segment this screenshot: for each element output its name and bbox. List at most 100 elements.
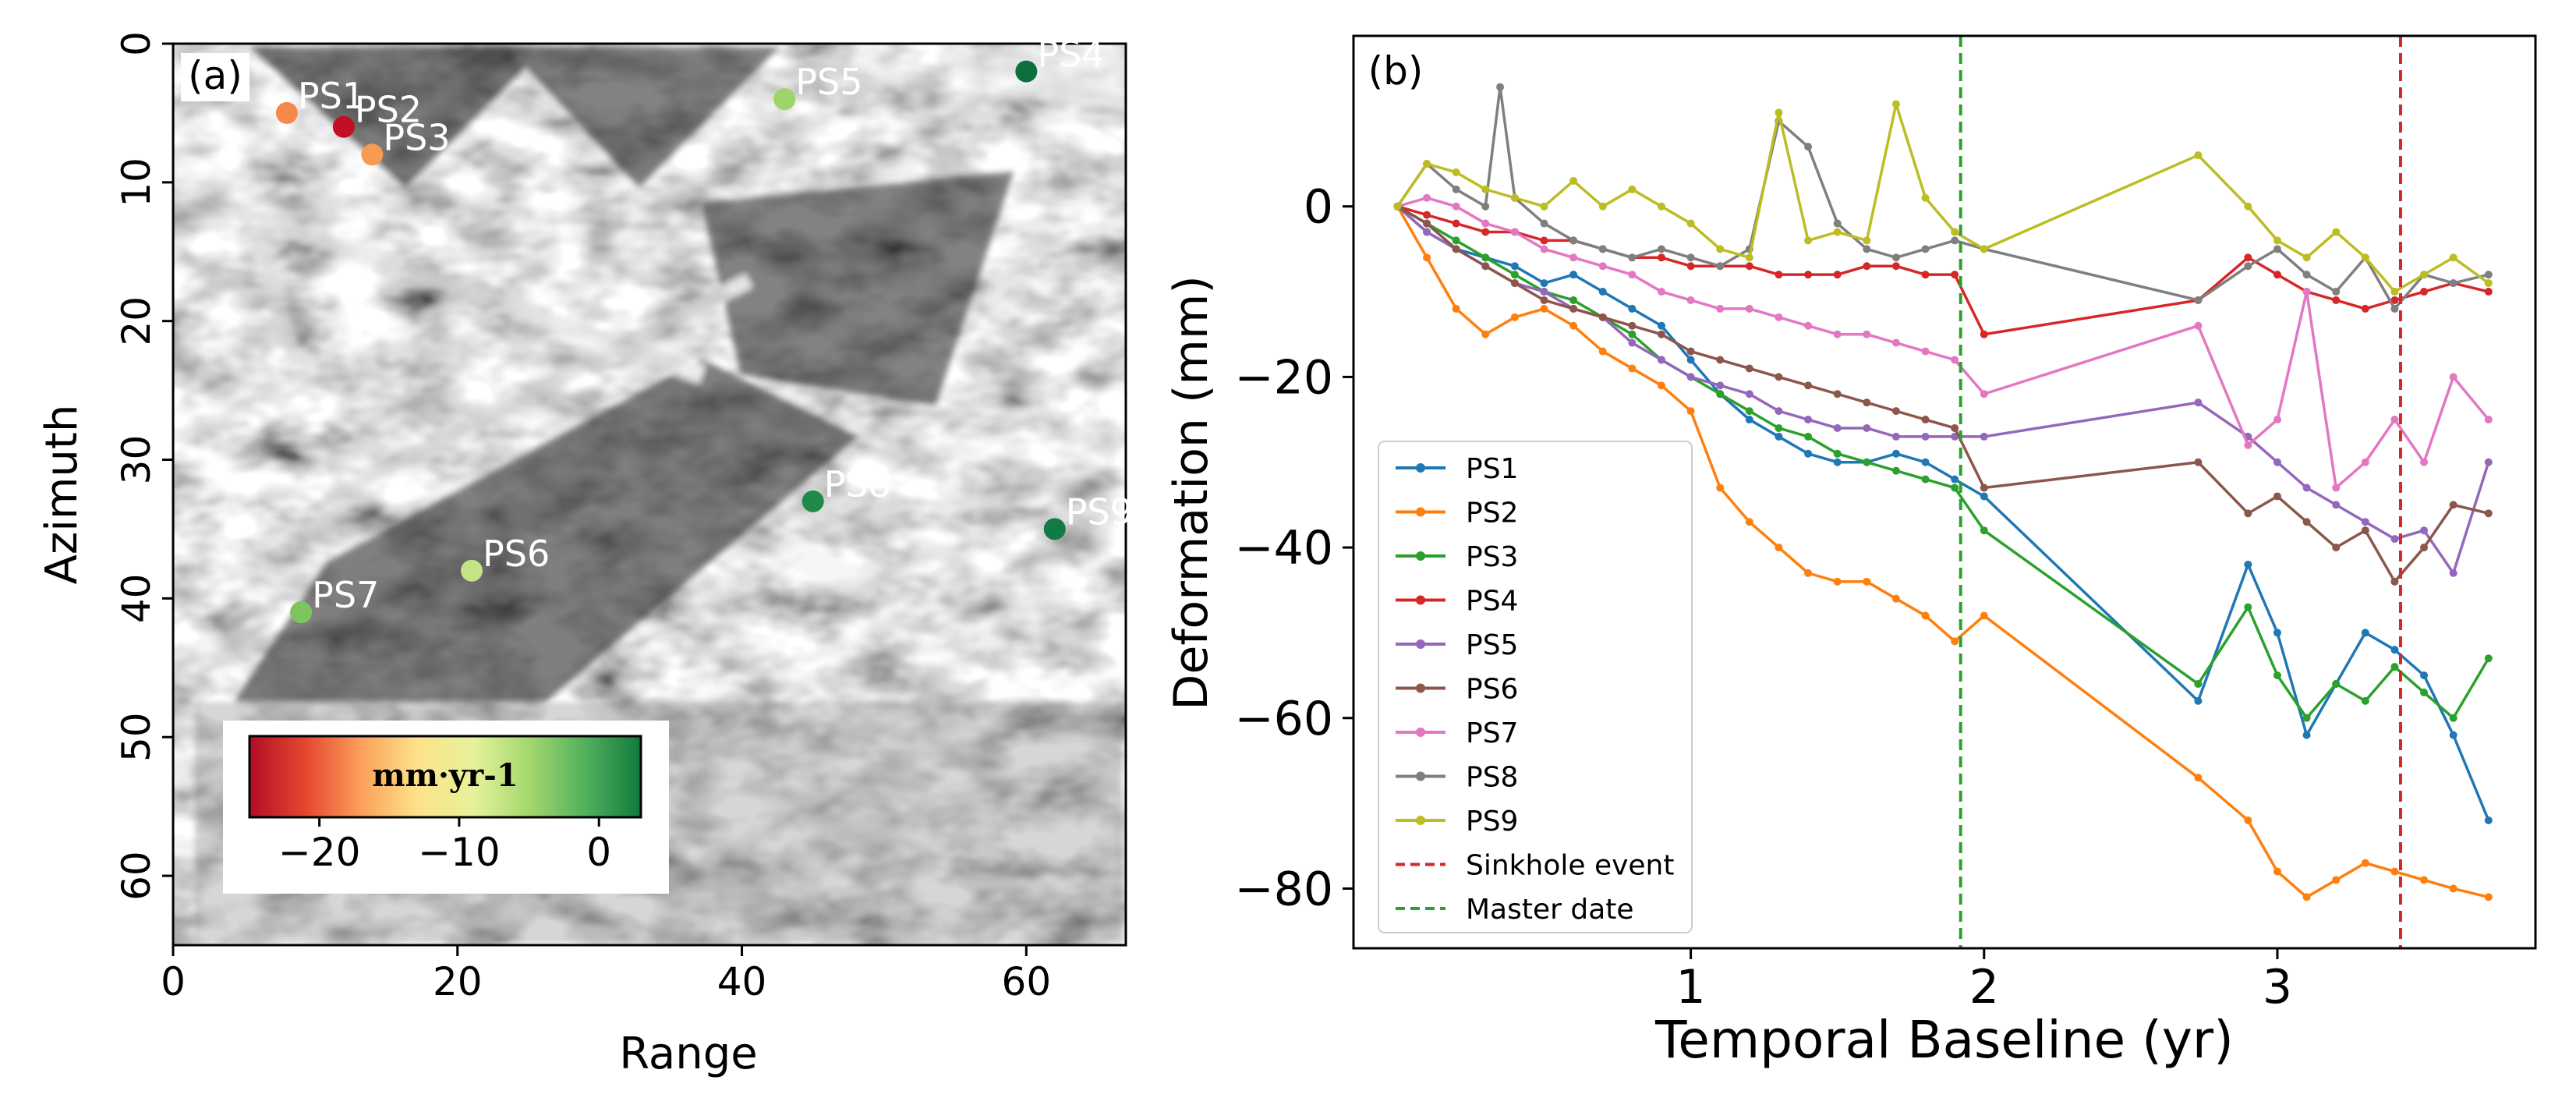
series-point-ps6	[2244, 509, 2252, 518]
panel-a-label: (a)	[188, 53, 242, 98]
series-point-ps2	[1510, 313, 1519, 321]
series-point-ps1	[1833, 458, 1842, 466]
panel-a-ticks: 0 20 40 60 0 10 20 30 40 50 60	[114, 31, 1051, 1004]
series-point-ps6	[1452, 245, 1460, 253]
series-point-ps3	[2361, 696, 2369, 705]
series-point-ps5	[2194, 398, 2203, 407]
legend-marker	[1416, 771, 1425, 781]
series-point-ps3	[2390, 663, 2399, 671]
series-point-ps1	[1775, 432, 1783, 441]
legend-box	[1378, 441, 1693, 933]
series-point-ps1	[1628, 304, 1637, 313]
series-point-ps7	[1833, 330, 1842, 338]
series-point-ps6	[1540, 296, 1548, 304]
series-point-ps1	[2302, 731, 2311, 739]
series-point-ps3	[1891, 466, 1900, 475]
series-point-ps3	[1804, 432, 1813, 441]
series-point-ps7	[1628, 271, 1637, 279]
series-point-ps8	[1804, 143, 1813, 151]
series-point-ps2	[2361, 859, 2369, 867]
series-point-ps3	[2332, 680, 2341, 689]
series-point-ps9	[1686, 219, 1695, 228]
legend-marker	[1416, 551, 1425, 561]
series-point-ps5	[1891, 432, 1900, 441]
ps-point-label: PS3	[383, 116, 450, 158]
series-point-ps4	[1804, 271, 1813, 279]
series-point-ps3	[1745, 407, 1753, 416]
series-point-ps7	[1423, 193, 1431, 202]
series-point-ps3	[2484, 654, 2493, 663]
series-point-ps2	[2273, 867, 2281, 876]
series-point-ps4	[1423, 211, 1431, 219]
series-point-ps1	[1510, 262, 1519, 271]
series-point-ps6	[2420, 544, 2429, 552]
legend-item: PS2	[1396, 498, 1518, 529]
series-point-ps7	[2484, 416, 2493, 424]
series-point-ps2	[2449, 884, 2457, 893]
series-point-ps1	[1921, 458, 1930, 466]
panel-a-xtick-label: 40	[717, 959, 767, 1004]
ps-point-ps5	[773, 88, 796, 111]
series-point-ps9	[2194, 151, 2203, 160]
series-point-ps8	[1540, 219, 1548, 228]
colorbar-tick-label: −10	[418, 830, 501, 875]
ps-point-label: PS9	[1066, 491, 1133, 533]
series-point-ps1	[2390, 646, 2399, 654]
colorbar-bar	[248, 735, 642, 819]
panel-b-xtick-label: 2	[1969, 960, 1999, 1015]
panel-a-xlabel: Range	[619, 1029, 758, 1079]
series-point-ps8	[1686, 253, 1695, 262]
series-point-ps7	[1863, 330, 1871, 338]
series-point-ps8	[2332, 288, 2341, 296]
series-point-ps9	[2390, 288, 2399, 296]
series-point-ps2	[1598, 347, 1607, 356]
legend-item: PS8	[1396, 762, 1518, 794]
ps-point-ps2	[332, 115, 355, 138]
series-point-ps7	[2194, 321, 2203, 330]
panel-b-vlines	[1959, 36, 2402, 948]
series-point-ps8	[1628, 253, 1637, 262]
panel-b-ytick-label: −60	[1234, 692, 1333, 746]
ps-point-ps6	[461, 559, 483, 582]
series-ps2	[1393, 202, 2493, 901]
series-point-ps5	[1863, 423, 1871, 432]
series-point-ps6	[2332, 544, 2341, 552]
series-point-ps3	[1863, 458, 1871, 466]
series-point-ps5	[1716, 381, 1725, 390]
legend-item: PS5	[1396, 629, 1518, 661]
series-point-ps9	[1657, 202, 1665, 211]
series-point-ps7	[2244, 441, 2252, 449]
ps-point-ps1	[275, 101, 298, 124]
legend-item: PS6	[1396, 674, 1518, 706]
series-point-ps7	[2449, 373, 2457, 381]
legend-marker	[1416, 507, 1425, 517]
series-point-ps1	[2420, 671, 2429, 680]
legend-marker	[1416, 639, 1425, 649]
series-point-ps4	[2332, 296, 2341, 304]
series-point-ps7	[1481, 219, 1490, 228]
panel-a-ytick-label: 10	[114, 158, 159, 207]
series-point-ps3	[1569, 296, 1578, 304]
series-point-ps3	[1510, 271, 1519, 279]
ps-point-ps4	[1015, 60, 1038, 83]
series-point-ps1	[1657, 321, 1665, 330]
series-point-ps2	[1569, 321, 1578, 330]
series-point-ps3	[2244, 603, 2252, 611]
series-point-ps4	[2361, 304, 2369, 313]
panel-b-ytick-label: −80	[1234, 862, 1333, 916]
series-point-ps9	[1628, 185, 1637, 193]
series-point-ps4	[2484, 288, 2493, 296]
panel-b-ytick-label: −20	[1234, 350, 1333, 405]
series-point-ps1	[1745, 416, 1753, 424]
panel-b-xtick-label: 1	[1676, 960, 1706, 1015]
series-point-ps1	[1540, 279, 1548, 288]
series-point-ps2	[2420, 876, 2429, 884]
series-point-ps3	[2302, 714, 2311, 722]
series-point-ps6	[1745, 364, 1753, 373]
series-point-ps5	[2420, 526, 2429, 535]
series-point-ps8	[2390, 304, 2399, 313]
legend-label: PS4	[1466, 586, 1518, 618]
series-point-ps4	[1863, 262, 1871, 271]
series-point-ps4	[1951, 271, 1959, 279]
series-point-ps5	[1775, 407, 1783, 416]
